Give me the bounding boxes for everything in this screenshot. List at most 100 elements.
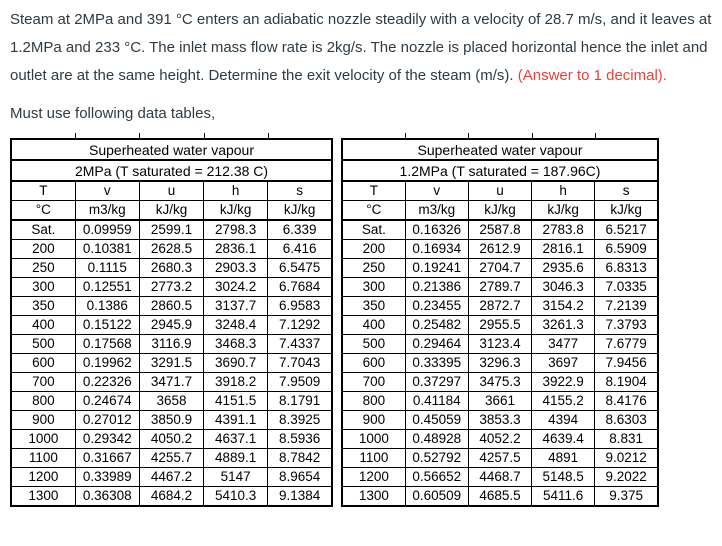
table-cell: 2816.1 [531,239,596,259]
column-header: h [203,180,269,201]
table-cell: 8.7842 [267,448,333,468]
table-cell: 2773.2 [138,277,205,297]
unit-header: kJ/kg [138,200,205,221]
table-cell: 7.0335 [594,277,659,297]
table-row: 250 0.1115 2680.3 2903.3 6.5475 [10,258,333,278]
table-cell: 6.8313 [594,258,659,278]
table-row: 350 0.1386 2860.5 3137.7 6.9583 [10,296,333,316]
table-cell: 8.831 [594,429,659,449]
table-row: 500 0.17568 3116.9 3468.3 7.4337 [10,334,333,354]
unit-header: °C [10,200,76,221]
table-cell: 700 [341,372,406,392]
table-cell: 3658 [138,391,205,411]
table-cell: 0.29342 [74,429,140,449]
table-cell: 3296.3 [467,353,533,373]
table-cell: 0.27012 [74,410,140,430]
table-row: 300 0.12551 2773.2 3024.2 6.7684 [10,277,333,297]
table-row: 250 0.19241 2704.7 2935.6 6.8313 [341,258,659,278]
table-subtitle: 1.2MPa (T saturated = 187.96C) [341,159,659,182]
table-cell: 600 [10,353,76,373]
table-cell: 0.60509 [404,486,469,507]
table-row: 700 0.22326 3471.7 3918.2 7.9509 [10,372,333,392]
table-cell: 3922.9 [531,372,596,392]
table-cell: 8.1791 [267,391,333,411]
table-cell: 3697 [531,353,596,373]
table-cell: 2587.8 [467,219,533,240]
table-cell: 6.416 [267,239,333,259]
table-row: 1300 0.60509 4685.5 5411.6 9.375 [341,486,659,507]
table-cell: 2860.5 [138,296,205,316]
table-cell: 6.339 [267,219,333,240]
table-cell: 8.1904 [594,372,659,392]
problem-text: Steam at 2MPa and 391 °C enters an adiab… [10,11,712,84]
unit-header: m3/kg [74,200,140,221]
table-cell: 2789.7 [467,277,533,297]
table-row: 500 0.29464 3123.4 3477 7.6779 [341,334,659,354]
table-cell: 0.48928 [404,429,469,449]
table-cell: 2935.6 [531,258,596,278]
table-cell: 3471.7 [138,372,205,392]
column-header: v [404,180,469,201]
table-cell: 5148.5 [531,467,596,487]
table-cell: 200 [341,239,406,259]
table-cell: 4639.4 [531,429,596,449]
table-row: 700 0.37297 3475.3 3922.9 8.1904 [341,372,659,392]
table-cell: 9.1384 [267,486,333,507]
table-cell: 5410.3 [203,486,269,507]
table-cell: 3154.2 [531,296,596,316]
table-cell: 3475.3 [467,372,533,392]
table-cell: 0.19241 [404,258,469,278]
table-cell: 0.10381 [74,239,140,259]
table-cell: 3261.3 [531,315,596,335]
table-cell: 0.22326 [74,372,140,392]
column-tick-marks [341,133,659,138]
table-cell: 3123.4 [467,334,533,354]
table-cell: 500 [10,334,76,354]
column-header: T [341,180,406,201]
table-cell: 0.17568 [74,334,140,354]
table-cell: 0.16326 [404,219,469,240]
question-page: Steam at 2MPa and 391 °C enters an adiab… [10,11,716,507]
table-row: Sat. 0.09959 2599.1 2798.3 6.339 [10,219,333,240]
unit-header: °C [341,200,406,221]
table-cell: 3477 [531,334,596,354]
unit-header: kJ/kg [203,200,269,221]
table-cell: 0.19962 [74,353,140,373]
table-cell: 700 [10,372,76,392]
table-cell: 8.6303 [594,410,659,430]
table-cell: 7.9456 [594,353,659,373]
table-cell: 0.23455 [404,296,469,316]
table-cell: Sat. [341,219,406,240]
column-header: s [594,180,659,201]
table-cell: 400 [10,315,76,335]
table-subtitle: 2MPa (T saturated = 212.38 C) [10,159,333,182]
table-cell: 3853.3 [467,410,533,430]
table-cell: 4257.5 [467,448,533,468]
table-cell: 3690.7 [203,353,269,373]
column-header: T [10,180,76,201]
table-cell: 2945.9 [138,315,205,335]
answer-format-note: (Answer to 1 decimal). [517,67,667,84]
steam-table-2mpa: Superheated water vapour 2MPa (T saturate… [10,138,333,507]
table-row: 400 0.25482 2955.5 3261.3 7.3793 [341,315,659,335]
table-row: 600 0.19962 3291.5 3690.7 7.7043 [10,353,333,373]
table-cell: 1100 [10,448,76,468]
steam-tables-row: Superheated water vapour 2MPa (T saturate… [10,133,716,507]
table-cell: Sat. [10,219,76,240]
table-row: 600 0.33395 3296.3 3697 7.9456 [341,353,659,373]
table-cell: 8.4176 [594,391,659,411]
table-cell: 4391.1 [203,410,269,430]
table-cell: 4685.5 [467,486,533,507]
table-title: Superheated water vapour [10,138,333,161]
table-cell: 3046.3 [531,277,596,297]
table-cell: 0.41184 [404,391,469,411]
table-cell: 350 [341,296,406,316]
table-cell: 3468.3 [203,334,269,354]
table-cell: 1200 [341,467,406,487]
table-cell: 2680.3 [138,258,205,278]
table-title: Superheated water vapour [341,138,659,161]
table-row: 1300 0.36308 4684.2 5410.3 9.1384 [10,486,333,507]
table-cell: 0.1386 [74,296,140,316]
table-cell: 4468.7 [467,467,533,487]
table-cell: 9.375 [594,486,659,507]
